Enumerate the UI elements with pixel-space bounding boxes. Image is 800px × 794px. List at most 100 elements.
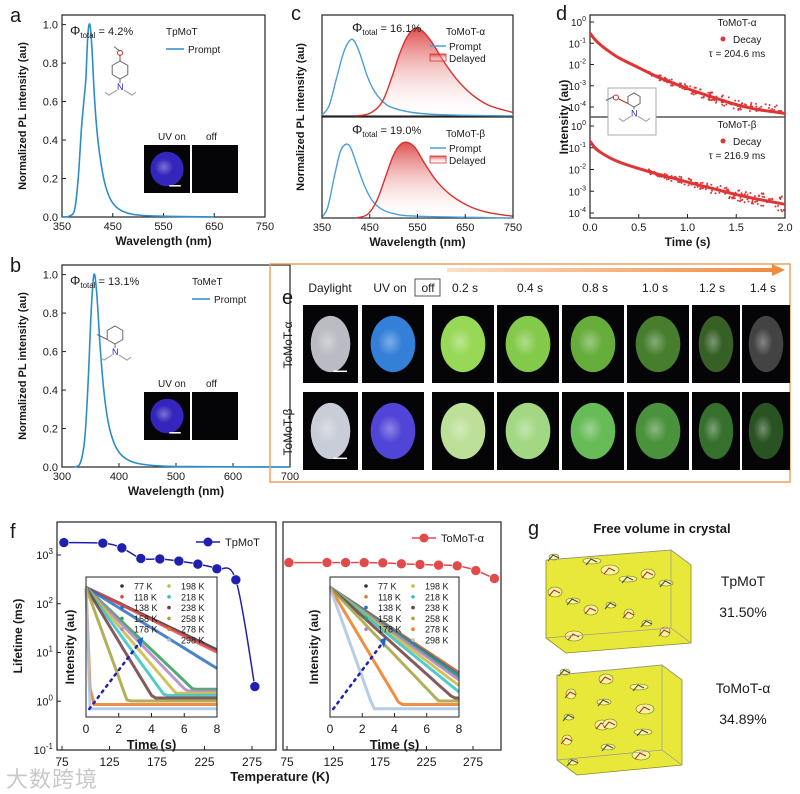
inset-decay-curve <box>328 586 459 700</box>
decay-point <box>723 190 726 193</box>
decay-point <box>739 108 742 111</box>
decay-point <box>763 110 766 112</box>
decay-point <box>720 101 723 104</box>
decay-point <box>736 105 739 108</box>
decay-point <box>716 186 719 189</box>
decay-point <box>706 184 709 187</box>
decay-point <box>695 182 698 185</box>
quantum-yield-annotation: Φtotal = 16.1% <box>352 20 421 37</box>
oxygen-atom-icon <box>612 94 619 101</box>
decay-point <box>670 174 673 177</box>
x-tick-label: 275 <box>463 755 483 769</box>
decay-point <box>690 183 693 186</box>
decay-point <box>685 88 688 91</box>
decay-point <box>777 204 780 207</box>
x-tick-label: 0 <box>327 722 334 736</box>
decay-point <box>680 181 683 184</box>
decay-point <box>680 177 683 180</box>
decay-point <box>672 83 675 86</box>
x-axis-label: Wavelength (nm) <box>369 235 465 249</box>
molecular-stick <box>638 706 651 714</box>
compound-label: ToMoT-β <box>446 129 485 140</box>
sample-highlight <box>447 414 473 444</box>
decay-point <box>764 103 767 106</box>
legend-marker <box>411 605 415 610</box>
inset-decay-curve <box>84 586 217 695</box>
legend-label: Prompt <box>449 42 481 53</box>
legend-marker <box>167 616 171 621</box>
decay-point <box>760 105 763 108</box>
plot-frame <box>56 521 277 751</box>
decay-point <box>665 78 668 81</box>
x-axis-label: Wavelength (nm) <box>128 484 224 498</box>
decay-point <box>731 193 734 196</box>
decay-point <box>672 81 675 84</box>
x-tick-label: 450 <box>104 221 122 233</box>
legend-swatch-delayed <box>429 155 447 164</box>
decay-point <box>681 179 684 182</box>
x-tick-label: 275 <box>242 755 262 769</box>
decay-point <box>713 98 716 101</box>
y-tick-label: 100 <box>36 693 53 708</box>
decay-point <box>683 183 686 186</box>
column-header: 1.2 s <box>699 281 725 295</box>
y-tick-label: 10-3 <box>569 185 586 198</box>
decay-point <box>757 194 760 197</box>
molecular-stick <box>640 620 653 628</box>
molecular-stick <box>603 721 616 729</box>
decay-point <box>681 87 684 90</box>
tick-base: 10 <box>569 39 581 50</box>
lifetime-point <box>173 555 185 567</box>
plot-frame <box>282 521 502 751</box>
decay-point <box>691 91 694 94</box>
decay-point <box>670 78 673 81</box>
legend-marker <box>364 605 368 610</box>
decay-point <box>652 74 655 77</box>
lifetime-point <box>414 559 426 570</box>
series-line-delayed <box>355 27 514 117</box>
lifetime-line <box>63 541 256 687</box>
delayed-emission-fill <box>355 142 513 218</box>
arrow-head-icon <box>379 637 387 648</box>
pore-cavity <box>563 713 575 721</box>
decay-point <box>714 192 717 195</box>
molecular-stick <box>564 691 577 699</box>
decay-point <box>765 201 768 204</box>
compound-label: TpMoT <box>721 573 766 589</box>
decay-point <box>658 173 661 176</box>
decay-point <box>687 177 690 180</box>
decay-point <box>707 98 710 101</box>
legend-label: 258 K <box>181 614 205 624</box>
decay-point <box>746 198 749 201</box>
legend-label: Prompt <box>214 295 246 306</box>
x-tick-label: 1.5 <box>729 222 744 234</box>
x-tick-label: 750 <box>256 221 274 233</box>
methyl-bond <box>113 46 121 52</box>
pore-cavity <box>583 604 599 616</box>
decay-point <box>699 187 702 190</box>
benzene-ring-icon <box>106 325 124 345</box>
legend-label: 118 K <box>378 592 401 602</box>
legend-marker <box>167 627 171 631</box>
tick-base: 10 <box>569 166 581 177</box>
legend-label: Prompt <box>449 144 481 155</box>
panel-title: Free volume in crystal <box>593 521 730 536</box>
decay-point <box>710 183 713 186</box>
decay-point <box>699 88 702 91</box>
lifetime-point <box>135 553 147 564</box>
y-tick-label: 0.2 <box>43 174 58 186</box>
decay-point <box>707 186 710 189</box>
x-tick-label: 0.5 <box>631 222 646 234</box>
legend-marker <box>120 605 124 610</box>
decay-point <box>696 184 699 187</box>
molecular-stick <box>641 571 654 579</box>
legend-label: TpMoT <box>225 537 260 549</box>
molecule-inset <box>607 87 657 136</box>
decay-point <box>653 170 656 173</box>
decay-point <box>738 200 741 203</box>
legend-label: 238 K <box>181 603 205 613</box>
decay-point <box>711 187 714 190</box>
decay-point <box>656 175 659 178</box>
